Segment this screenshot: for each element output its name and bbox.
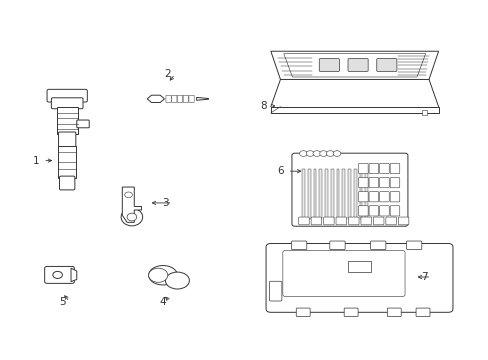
FancyBboxPatch shape — [415, 308, 429, 316]
Bar — [325, 170, 327, 219]
Ellipse shape — [148, 266, 177, 285]
FancyBboxPatch shape — [310, 217, 321, 225]
Circle shape — [326, 151, 333, 156]
FancyBboxPatch shape — [335, 217, 346, 225]
Ellipse shape — [165, 272, 189, 289]
Bar — [57, 107, 78, 134]
FancyBboxPatch shape — [386, 308, 400, 316]
FancyBboxPatch shape — [291, 153, 407, 226]
FancyBboxPatch shape — [265, 243, 452, 312]
FancyBboxPatch shape — [385, 217, 396, 225]
FancyBboxPatch shape — [77, 120, 89, 128]
Bar — [336, 170, 339, 219]
FancyBboxPatch shape — [379, 177, 388, 188]
Circle shape — [148, 268, 167, 282]
FancyBboxPatch shape — [368, 177, 378, 188]
Bar — [359, 170, 362, 219]
FancyBboxPatch shape — [389, 206, 399, 216]
Bar — [347, 261, 371, 273]
Polygon shape — [270, 51, 438, 80]
FancyBboxPatch shape — [348, 217, 358, 225]
FancyBboxPatch shape — [291, 241, 306, 249]
Circle shape — [305, 151, 313, 156]
FancyBboxPatch shape — [165, 95, 171, 102]
Bar — [307, 170, 310, 219]
Polygon shape — [122, 187, 141, 222]
Bar — [302, 170, 304, 219]
Text: 2: 2 — [164, 69, 171, 79]
FancyBboxPatch shape — [282, 251, 404, 296]
FancyBboxPatch shape — [323, 217, 333, 225]
FancyBboxPatch shape — [360, 217, 371, 225]
Text: 3: 3 — [162, 198, 168, 208]
FancyBboxPatch shape — [183, 95, 188, 102]
Ellipse shape — [121, 208, 142, 226]
FancyBboxPatch shape — [370, 241, 385, 249]
FancyBboxPatch shape — [47, 89, 87, 102]
Circle shape — [124, 192, 132, 198]
FancyBboxPatch shape — [368, 192, 378, 202]
FancyBboxPatch shape — [389, 163, 399, 174]
FancyBboxPatch shape — [368, 206, 378, 216]
FancyBboxPatch shape — [188, 95, 194, 102]
Bar — [353, 170, 356, 219]
Bar — [58, 147, 76, 178]
FancyBboxPatch shape — [358, 192, 367, 202]
FancyBboxPatch shape — [389, 192, 399, 202]
Bar — [270, 107, 438, 113]
Circle shape — [319, 151, 327, 156]
Circle shape — [53, 271, 62, 278]
Ellipse shape — [127, 213, 137, 221]
Bar — [330, 170, 333, 219]
FancyBboxPatch shape — [319, 59, 339, 71]
FancyBboxPatch shape — [406, 241, 421, 249]
FancyBboxPatch shape — [298, 217, 308, 225]
FancyBboxPatch shape — [51, 98, 83, 109]
FancyBboxPatch shape — [389, 177, 399, 188]
Polygon shape — [196, 98, 208, 100]
FancyBboxPatch shape — [398, 217, 408, 225]
FancyBboxPatch shape — [379, 163, 388, 174]
FancyBboxPatch shape — [379, 206, 388, 216]
FancyBboxPatch shape — [171, 95, 177, 102]
FancyBboxPatch shape — [177, 95, 183, 102]
Polygon shape — [71, 268, 77, 282]
FancyBboxPatch shape — [373, 217, 383, 225]
FancyBboxPatch shape — [347, 59, 367, 71]
FancyBboxPatch shape — [358, 177, 367, 188]
Text: 6: 6 — [277, 166, 283, 176]
FancyBboxPatch shape — [358, 206, 367, 216]
Text: 7: 7 — [420, 272, 427, 282]
FancyBboxPatch shape — [376, 59, 396, 71]
Bar — [313, 170, 316, 219]
Circle shape — [312, 151, 320, 156]
FancyBboxPatch shape — [368, 163, 378, 174]
Circle shape — [332, 151, 340, 156]
FancyBboxPatch shape — [344, 308, 357, 316]
FancyBboxPatch shape — [60, 176, 75, 190]
Text: 4: 4 — [160, 297, 166, 307]
Text: 5: 5 — [59, 297, 65, 307]
FancyBboxPatch shape — [296, 308, 309, 316]
FancyBboxPatch shape — [269, 281, 281, 301]
Circle shape — [299, 151, 306, 156]
FancyBboxPatch shape — [379, 192, 388, 202]
Bar — [421, 111, 426, 115]
FancyBboxPatch shape — [329, 241, 345, 249]
Text: 8: 8 — [260, 101, 266, 111]
FancyBboxPatch shape — [44, 266, 74, 283]
Polygon shape — [147, 95, 164, 103]
FancyBboxPatch shape — [59, 132, 76, 149]
Bar — [342, 170, 345, 219]
Text: 1: 1 — [33, 156, 39, 166]
Bar — [319, 170, 322, 219]
Bar — [365, 170, 367, 219]
FancyBboxPatch shape — [358, 163, 367, 174]
Bar — [347, 170, 350, 219]
